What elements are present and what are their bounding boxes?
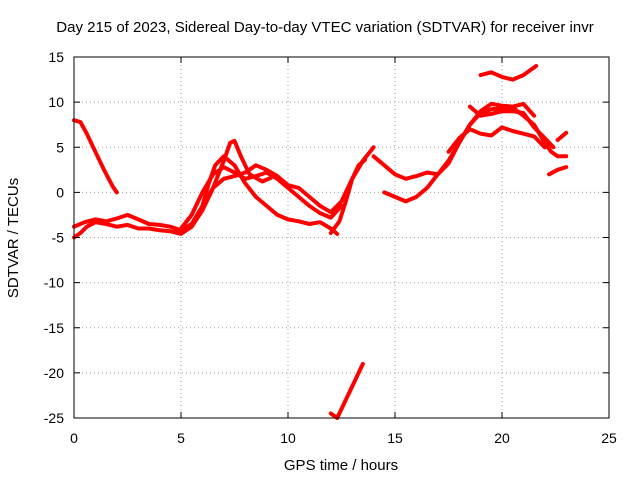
chart-title: Day 215 of 2023, Sidereal Day-to-day VTE… [56, 19, 593, 36]
y-tick-label: -10 [44, 275, 64, 291]
y-tick-label: -15 [44, 320, 64, 336]
series-arc-7 [371, 105, 569, 181]
x-axis-label: GPS time / hours [284, 457, 398, 474]
x-tick-label: 5 [177, 430, 185, 446]
x-tick-label: 10 [280, 430, 296, 446]
series-arc-8 [382, 101, 537, 204]
y-tick-label: -25 [44, 410, 64, 426]
y-tick-label: 15 [48, 49, 64, 65]
y-tick-label: -5 [52, 230, 65, 246]
series-arc-1 [72, 118, 119, 195]
y-tick-label: 0 [56, 184, 64, 200]
y-tick-label: 10 [48, 94, 64, 110]
x-tick-label: 15 [387, 430, 403, 446]
series-arc-5 [200, 145, 376, 215]
series-arc-13 [555, 130, 569, 142]
series-arc-9 [446, 125, 547, 154]
data-series [72, 64, 569, 420]
series-arc-11 [478, 64, 539, 82]
axis-ticks: 0 5 10 15 20 25 -25 -20 -15 -10 -5 0 5 10 15 [44, 49, 617, 446]
series-arc-14 [328, 361, 365, 420]
series-arc-4 [179, 165, 344, 231]
series-arc-12 [547, 165, 569, 177]
x-tick-label: 20 [494, 430, 510, 446]
series-arc-2 [72, 138, 273, 240]
y-axis-label: SDTVAR / TECUs [5, 178, 22, 298]
grid [74, 57, 609, 418]
y-tick-label: -20 [44, 365, 64, 381]
x-tick-label: 0 [70, 430, 78, 446]
series-arc-6 [328, 157, 367, 235]
y-tick-label: 5 [56, 139, 64, 155]
x-tick-label: 25 [601, 430, 617, 446]
series-arc-10 [467, 104, 556, 150]
